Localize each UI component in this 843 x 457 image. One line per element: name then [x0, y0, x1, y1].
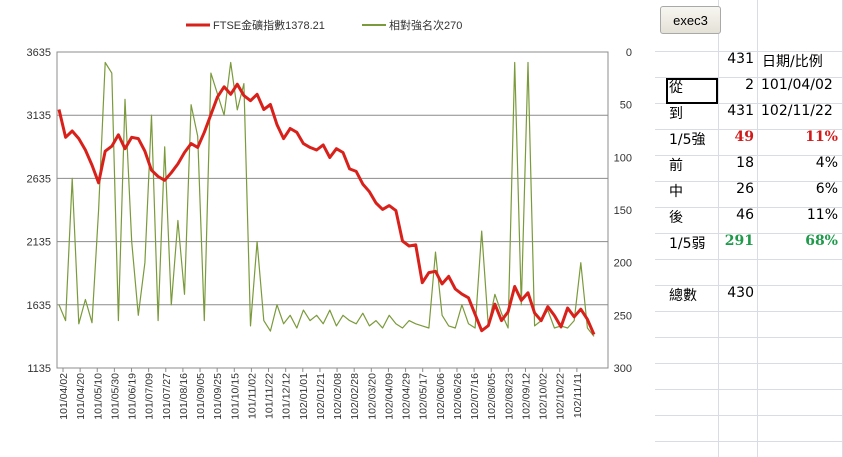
legend-label-rank: 相對強名次270 — [389, 18, 462, 32]
row-strong-value[interactable]: 49 — [734, 129, 754, 145]
x-tick-label: 101/05/10 — [92, 373, 104, 420]
x-tick-label: 102/02/28 — [349, 373, 361, 420]
x-tick-label: 102/09/12 — [520, 373, 532, 420]
legend-label-ftse: FTSE金礦指數1378.21 — [213, 18, 325, 32]
series-layer — [57, 61, 596, 337]
row-weak-extra[interactable]: 68% — [805, 233, 838, 249]
x-tick-label: 102/06/06 — [435, 373, 447, 420]
row-to-label[interactable]: 到 — [669, 106, 683, 122]
row-back-value[interactable]: 46 — [736, 207, 754, 223]
row-front-label[interactable]: 前 — [669, 158, 683, 174]
row-total-label[interactable]: 總數 — [669, 288, 697, 304]
x-tick-label: 102/02/08 — [332, 373, 344, 420]
series-line-rank — [58, 61, 595, 337]
x-tick-label: 101/05/30 — [109, 373, 121, 420]
x-tick-label: 102/04/09 — [383, 373, 395, 420]
x-tick-label: 101/07/09 — [144, 373, 156, 420]
y-left-tick-labels: 3635 3135 2635 2135 1635 1135 — [27, 47, 51, 375]
x-tick-label: 102/10/22 — [555, 373, 567, 420]
row-from-label[interactable]: 從 — [669, 80, 683, 96]
row-from-extra[interactable]: 101/04/02 — [761, 77, 833, 93]
row-to-extra[interactable]: 102/11/22 — [761, 103, 833, 119]
x-tick-label: 102/11/11 — [572, 373, 584, 418]
header-count[interactable]: 431 — [727, 51, 754, 67]
plot-background — [56, 51, 609, 369]
y-right-tick-label: 300 — [614, 363, 632, 375]
x-tick-labels: 101/04/02 101/04/20 101/05/10 101/05/30 101/… — [58, 368, 584, 420]
y-left-tick-label: 1135 — [27, 363, 51, 375]
x-tick-label: 101/10/15 — [229, 373, 241, 420]
x-tick-label: 102/01/21 — [315, 373, 327, 420]
row-back-label[interactable]: 後 — [669, 210, 683, 226]
header-label[interactable]: 日期/比例 — [762, 54, 823, 70]
x-tick-label: 102/01/01 — [298, 373, 310, 420]
y-left-tick-label: 1635 — [27, 300, 51, 312]
x-tick-label: 102/10/02 — [538, 373, 550, 420]
legend: FTSE金礦指數1378.21 相對強名次270 — [186, 18, 462, 32]
x-tick-label: 102/08/05 — [486, 373, 498, 420]
row-front-extra[interactable]: 4% — [815, 155, 838, 171]
row-back-extra[interactable]: 11% — [806, 207, 838, 223]
row-strong-label[interactable]: 1/5強 — [669, 132, 706, 148]
y-left-tick-label: 3635 — [27, 47, 51, 59]
y-right-tick-labels: 0 50 100 150 200 250 300 — [614, 47, 632, 375]
x-tick-label: 102/03/20 — [366, 373, 378, 420]
exec3-button[interactable]: exec3 — [660, 6, 721, 34]
y-right-tick-label: 0 — [626, 47, 632, 59]
x-tick-label: 102/07/16 — [469, 373, 481, 420]
x-tick-label: 102/05/17 — [418, 373, 430, 420]
chart: 3635 3135 2635 2135 1635 1135 0 50 100 150 200 250… — [27, 18, 632, 420]
x-tick-label: 102/08/23 — [503, 373, 515, 420]
x-tick-label: 101/12/12 — [281, 373, 293, 420]
row-middle-label[interactable]: 中 — [669, 184, 683, 200]
row-middle-value[interactable]: 26 — [736, 181, 754, 197]
x-tick-label: 101/04/20 — [75, 373, 87, 420]
row-total-value[interactable]: 430 — [727, 285, 754, 301]
y-right-tick-label: 250 — [614, 310, 632, 322]
x-tick-label: 101/08/16 — [178, 373, 190, 420]
x-tick-label: 102/06/26 — [452, 373, 464, 420]
x-tick-label: 101/11/22 — [264, 373, 276, 419]
x-tick-label: 101/11/02 — [246, 373, 258, 419]
row-strong-extra[interactable]: 11% — [805, 129, 838, 145]
x-tick-label: 102/04/29 — [401, 373, 413, 420]
row-front-value[interactable]: 18 — [736, 155, 754, 171]
x-tick-label: 101/06/19 — [127, 373, 139, 420]
y-right-tick-label: 200 — [614, 258, 632, 270]
spreadsheet-area — [655, 0, 843, 457]
row-from-value[interactable]: 2 — [745, 77, 754, 93]
x-tick-label: 101/09/25 — [212, 373, 224, 420]
x-tick-label: 101/07/27 — [161, 373, 173, 420]
row-to-value[interactable]: 431 — [727, 103, 754, 119]
row-middle-extra[interactable]: 6% — [815, 181, 838, 197]
y-left-tick-label: 2135 — [27, 237, 51, 249]
series-line-ftse — [57, 82, 596, 336]
y-left-tick-label: 2635 — [27, 173, 51, 185]
selected-cell[interactable] — [666, 78, 718, 104]
row-weak-label[interactable]: 1/5弱 — [669, 236, 706, 252]
row-weak-value[interactable]: 291 — [724, 233, 754, 249]
x-tick-label: 101/09/05 — [195, 373, 207, 420]
y-right-tick-label: 50 — [620, 100, 632, 112]
x-tick-label: 101/04/02 — [58, 373, 70, 420]
y-right-tick-label: 100 — [614, 152, 632, 164]
y-right-tick-label: 150 — [614, 205, 632, 217]
y-left-tick-label: 3135 — [27, 110, 51, 122]
